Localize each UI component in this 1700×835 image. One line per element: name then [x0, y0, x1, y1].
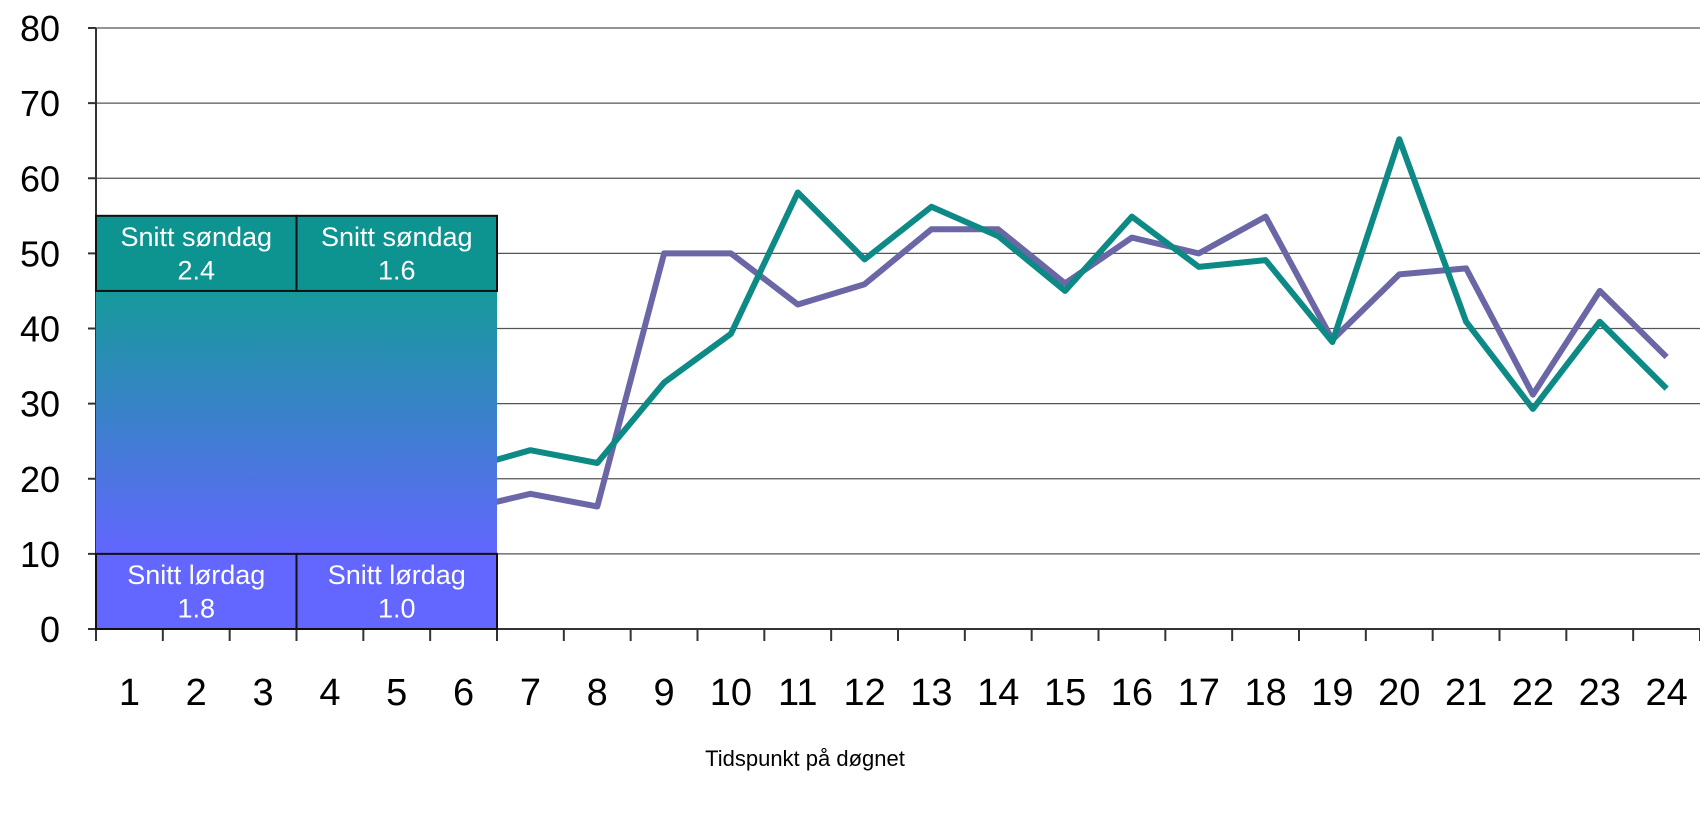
y-tick-label: 70 — [20, 83, 60, 124]
overlay-box — [295, 214, 498, 292]
series-lines — [462, 136, 1669, 513]
overlay-box-value: 1.6 — [378, 256, 416, 286]
overlay-box-label: Snitt søndag — [120, 222, 272, 252]
y-tick-label: 40 — [20, 309, 60, 350]
y-tick-label: 0 — [40, 609, 60, 650]
x-tick-label: 11 — [778, 672, 817, 714]
x-tick-label: 10 — [710, 672, 752, 714]
x-tick-label: 3 — [253, 672, 274, 714]
overlay-box-value: 2.4 — [177, 256, 215, 286]
overlay-box-value: 1.8 — [177, 594, 215, 624]
x-tick-label: 18 — [1244, 672, 1286, 714]
x-tick-label: 5 — [386, 672, 407, 714]
x-tick-labels: 1 2 3 4 5 6 7 8 9 10 11 12 13 14 15 16 17 18 19 20 21 22 23 24 — [119, 672, 1688, 714]
x-tick-label: 16 — [1111, 672, 1153, 714]
x-tick-label: 13 — [910, 672, 952, 714]
x-tick-label: 14 — [977, 672, 1019, 714]
weekend-average-overlay: Snitt søndag 2.4 Snitt søndag 1.6 Snitt lørd… — [95, 214, 498, 630]
series-line-1 — [462, 213, 1669, 513]
x-tick-label: 9 — [654, 672, 675, 714]
overlay-box-label: Snitt søndag — [321, 222, 473, 252]
x-tick-label: 2 — [186, 672, 207, 714]
x-tick-label: 15 — [1044, 672, 1086, 714]
y-tick-label: 80 — [20, 8, 60, 49]
x-tick-label: 24 — [1645, 672, 1687, 714]
overlay-gradient-block — [96, 290, 497, 554]
y-tick-label: 30 — [20, 384, 60, 425]
series-line-2 — [462, 136, 1669, 472]
y-tick-labels: 0 10 20 30 40 50 60 70 80 — [20, 8, 60, 650]
x-tick-label: 20 — [1378, 672, 1420, 714]
x-tick-label: 6 — [453, 672, 474, 714]
x-tick-label: 22 — [1512, 672, 1554, 714]
y-tick-label: 20 — [20, 459, 60, 500]
x-tick-label: 21 — [1445, 672, 1487, 714]
overlay-box — [295, 552, 498, 630]
x-tick-label: 12 — [843, 672, 885, 714]
y-tick-label: 60 — [20, 158, 60, 199]
x-tick-label: 17 — [1178, 672, 1220, 714]
x-axis-label: Tidspunkt på døgnet — [705, 746, 905, 771]
x-tick-label: 1 — [119, 672, 140, 714]
x-tick-label: 23 — [1579, 672, 1621, 714]
overlay-box-value: 1.0 — [378, 594, 416, 624]
overlay-box-label: Snitt lørdag — [127, 560, 265, 590]
x-tick-label: 7 — [520, 672, 541, 714]
y-tick-label: 10 — [20, 534, 60, 575]
x-tick-label: 4 — [319, 672, 340, 714]
y-tick-label: 50 — [20, 233, 60, 274]
overlay-box-label: Snitt lørdag — [328, 560, 466, 590]
x-tick-label: 19 — [1311, 672, 1353, 714]
x-tick-label: 8 — [587, 672, 608, 714]
